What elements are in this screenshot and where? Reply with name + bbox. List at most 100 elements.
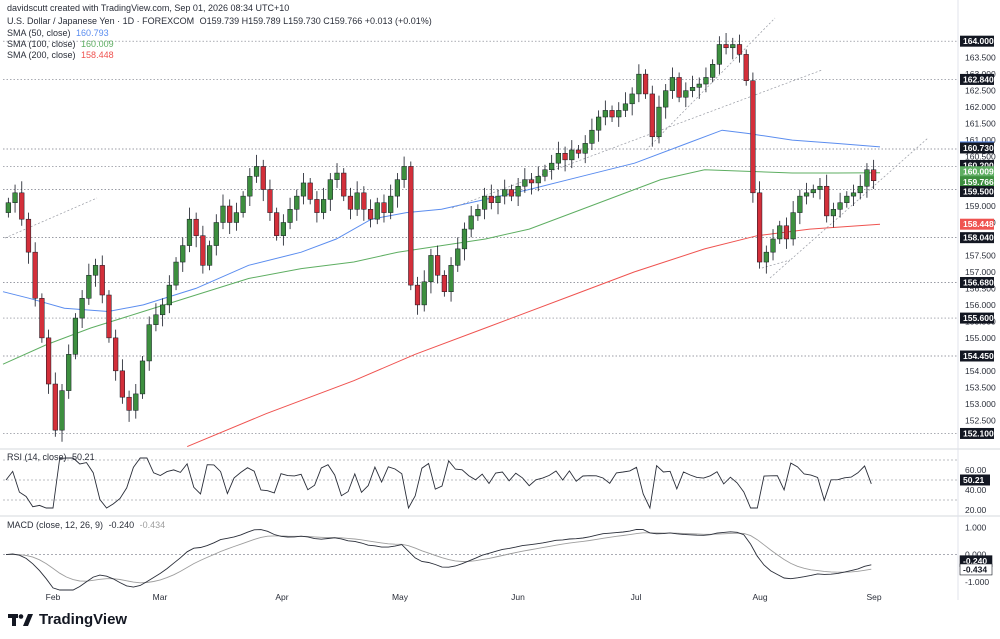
candle (99, 255, 105, 304)
candle (307, 177, 313, 205)
sma200-legend[interactable]: SMA (200, close) 158.448 (7, 50, 114, 60)
price-tick-label: 157.500 (965, 250, 996, 260)
time-tick-label: Apr (275, 592, 288, 602)
time-tick-label: Jul (631, 592, 642, 602)
candle (616, 102, 622, 127)
candle (260, 159, 266, 202)
price-tick-label: 155.000 (965, 333, 996, 343)
candle-body (783, 225, 790, 240)
candle (25, 212, 32, 264)
candle-body (12, 192, 18, 203)
candle (468, 206, 474, 238)
candle (79, 290, 85, 328)
credit-line: davidscutt created with TradingView.com,… (7, 3, 289, 13)
price-label-box (960, 166, 994, 178)
candle (455, 237, 461, 272)
time-axis: Feb Mar Apr May Jun Jul Aug Sep (46, 592, 882, 602)
time-tick-label: May (392, 592, 409, 602)
sma100-legend[interactable]: SMA (100, close) 160.009 (7, 39, 114, 49)
candle (113, 329, 119, 381)
candle (133, 384, 139, 419)
candle-body (186, 218, 193, 246)
candle (629, 87, 635, 116)
macd-tick-label: 0.000 (965, 550, 987, 560)
candle-body (515, 185, 521, 197)
candle-body (139, 360, 146, 395)
candle-body (294, 195, 300, 210)
candle (535, 166, 541, 192)
candle (757, 181, 763, 269)
candle-body (448, 265, 454, 292)
candle (227, 199, 233, 235)
candle (66, 344, 72, 399)
price-label-box (960, 312, 994, 324)
candle (542, 164, 548, 182)
price-label-box (960, 186, 994, 198)
candle (280, 214, 286, 246)
candle (676, 72, 682, 103)
candle (287, 197, 293, 230)
candle-body (173, 261, 179, 286)
rsi-legend[interactable]: RSI (14, close) 50.21 (7, 452, 95, 462)
candle-body (401, 166, 407, 180)
candle (354, 181, 360, 216)
candle (294, 189, 300, 221)
candle-body (549, 162, 555, 170)
price-grid (0, 0, 1000, 600)
price-label: 160.730 (963, 143, 994, 153)
macd-legend[interactable]: MACD (close, 12, 26, 9) -0.240 -0.434 (7, 520, 165, 530)
sma50-legend[interactable]: SMA (50, close) 160.793 (7, 28, 109, 38)
candle (475, 204, 481, 221)
candle-body (502, 189, 508, 197)
candle-body (39, 298, 45, 339)
candle (582, 135, 588, 164)
candle (549, 154, 555, 180)
macd-label: MACD (close, 12, 26, 9) (7, 520, 104, 530)
candle-body (300, 182, 307, 197)
candle (146, 316, 152, 371)
candle (723, 32, 729, 55)
candle (166, 275, 172, 314)
candle (193, 212, 199, 248)
time-tick-label: Feb (46, 592, 61, 602)
candle-body (180, 245, 186, 263)
candle (797, 189, 803, 225)
price-label-box (960, 276, 994, 288)
rsi-value-label: 50.21 (963, 475, 985, 485)
candle-body (86, 274, 92, 299)
candle-body (676, 77, 682, 98)
price-label-box (960, 427, 994, 439)
candle-body (562, 153, 568, 161)
candle (824, 174, 830, 223)
sma50-line (2, 129, 881, 313)
candle (180, 237, 186, 272)
rsi-value-box (960, 474, 990, 486)
candle-body (32, 251, 38, 299)
candle (361, 186, 367, 221)
candle-body (790, 212, 796, 240)
sma200-value: 158.448 (81, 50, 114, 60)
candle (428, 248, 434, 294)
candle-body (656, 106, 662, 138)
candle (495, 189, 501, 215)
candle-body (508, 189, 515, 197)
candle-body (99, 265, 105, 296)
candle (871, 159, 877, 189)
candle-body (622, 103, 629, 111)
rsi-tick-label: 20.00 (965, 505, 987, 515)
candle (12, 184, 18, 213)
candle-body (166, 284, 172, 306)
candle-body (341, 172, 347, 197)
tradingview-logo[interactable]: TradingView (8, 611, 127, 628)
price-label-box (960, 176, 994, 188)
candle (703, 67, 709, 93)
sma50-label: SMA (50, close) (7, 28, 71, 38)
candle (394, 173, 400, 208)
candle (160, 298, 166, 327)
candle (696, 77, 702, 99)
price-label-box (960, 232, 994, 244)
candle (72, 313, 79, 360)
candle-body (327, 179, 333, 200)
candle (240, 191, 246, 218)
macd-tick-label: 1.000 (965, 522, 987, 532)
